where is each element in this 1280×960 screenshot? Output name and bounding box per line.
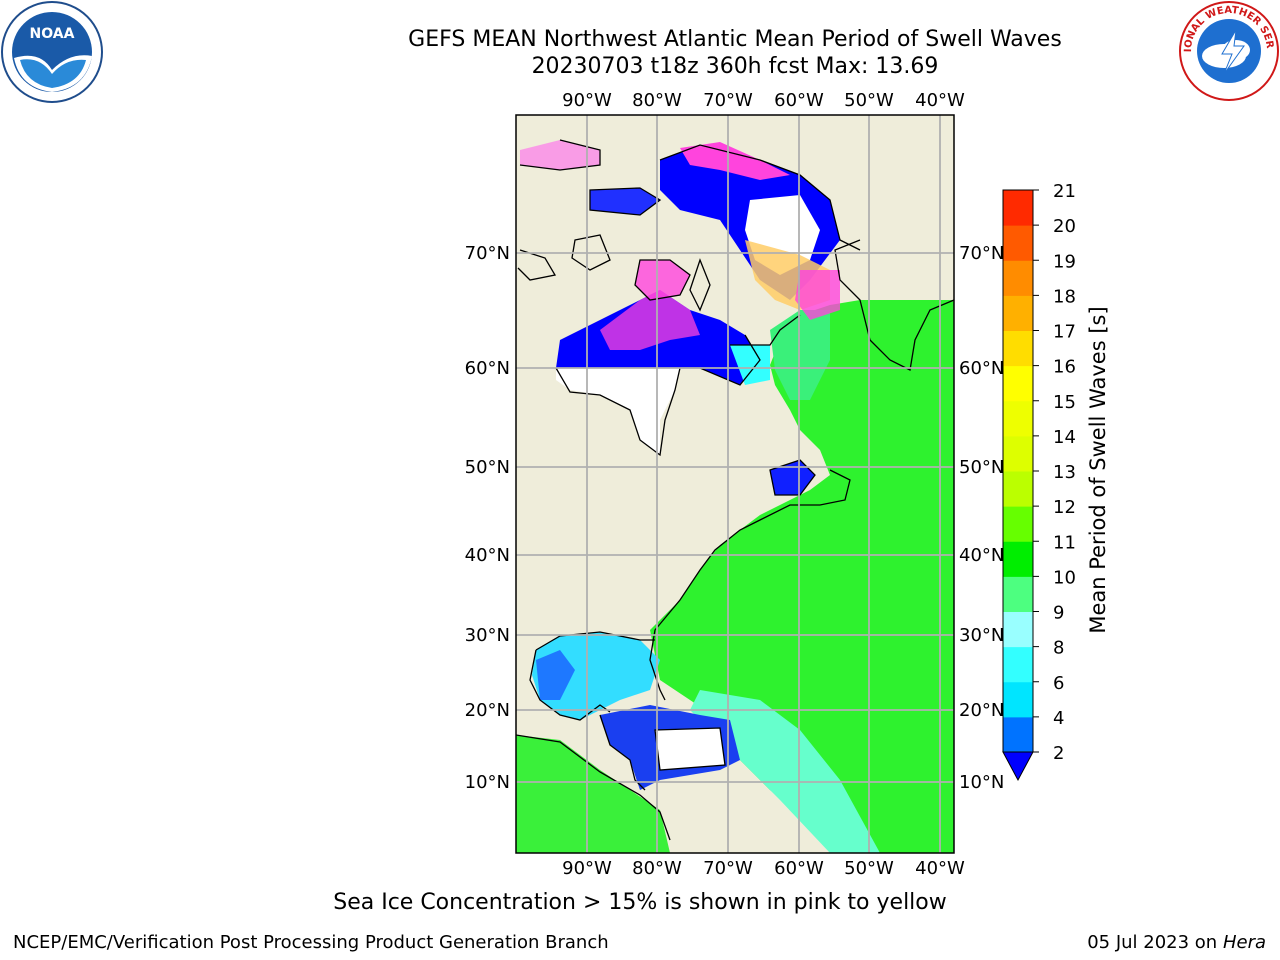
lon-label: 50°W — [844, 858, 894, 879]
svg-text:NOAA: NOAA — [30, 26, 75, 42]
colorbar-title: Mean Period of Swell Waves [s] — [1086, 306, 1110, 634]
colorbar-tick-label: 12 — [1053, 497, 1076, 518]
lat-label: 20°N — [465, 700, 510, 721]
lon-label: 90°W — [562, 90, 612, 111]
lon-label: 40°W — [915, 90, 965, 111]
latitude-labels-left: 70°N 60°N 50°N 40°N 30°N 20°N 10°N — [465, 243, 510, 793]
colorbar-segment — [1003, 541, 1033, 577]
map-subtitle-forecast: 20230703 t18z 360h fcst Max: 13.69 — [531, 54, 939, 79]
colorbar-segment — [1003, 611, 1033, 648]
tropical-swell-band — [690, 690, 880, 853]
hudson-ice-edge — [600, 290, 700, 350]
colorbar-tick-label: 11 — [1053, 532, 1076, 553]
foxe-basin-ice — [635, 260, 690, 300]
lon-label: 90°W — [562, 858, 612, 879]
arctic-channels-ice — [590, 188, 660, 215]
colorbar-segment — [1003, 365, 1033, 402]
lat-label: 30°N — [465, 625, 510, 646]
colorbar-tick-label: 10 — [1053, 567, 1076, 588]
coastlines — [516, 139, 954, 841]
lat-label: 70°N — [959, 243, 1004, 264]
lat-label: 40°N — [465, 545, 510, 566]
colorbar-tick-label: 21 — [1053, 181, 1076, 202]
colorbar-tick-label: 13 — [1053, 462, 1076, 483]
noaa-logo: NOAA — [1, 1, 103, 103]
gulf-coastal-low — [536, 650, 575, 700]
lon-label: 40°W — [915, 858, 965, 879]
colorbar-tick-label: 6 — [1053, 673, 1064, 694]
caribbean-white-patch — [655, 728, 725, 770]
lon-label: 80°W — [632, 90, 682, 111]
baffin-bay-edge-pink — [680, 142, 790, 180]
davis-strait-pink — [795, 270, 840, 320]
colorbar-segment — [1003, 225, 1033, 261]
gulf-of-mexico-field — [532, 632, 660, 720]
lat-label: 20°N — [959, 700, 1004, 721]
lat-label: 40°N — [959, 545, 1004, 566]
st-lawrence-field — [770, 460, 815, 495]
lat-label: 50°N — [959, 457, 1004, 478]
labrador-cyan — [730, 345, 770, 385]
colorbar-segment — [1003, 646, 1033, 683]
lat-label: 60°N — [465, 358, 510, 379]
colorbar-segment — [1003, 576, 1033, 612]
colorbar-tick-label: 20 — [1053, 216, 1076, 237]
arctic-pink-speckle — [520, 140, 600, 170]
colorbar-tick-label: 15 — [1053, 392, 1076, 413]
colorbar-segment — [1003, 681, 1033, 718]
footer-host: Hera — [1222, 932, 1266, 953]
colorbar-segment — [1003, 330, 1033, 367]
colorbar-segment — [1003, 190, 1033, 226]
longitude-labels-bottom: 90°W 80°W 70°W 60°W 50°W 40°W — [562, 858, 965, 879]
colorbar-tick-label: 16 — [1053, 357, 1076, 378]
lon-label: 50°W — [844, 90, 894, 111]
longitude-labels-top: 90°W 80°W 70°W 60°W 50°W 40°W — [562, 90, 965, 111]
lon-label: 60°W — [774, 858, 824, 879]
map-frame — [515, 114, 955, 854]
colorbar-tick-label: 18 — [1053, 286, 1076, 307]
footer-credit: NCEP/EMC/Verification Post Processing Pr… — [13, 932, 609, 953]
eastern-pacific-field — [516, 735, 670, 853]
colorbar-under-arrow — [1002, 751, 1034, 782]
colorbar-tick-label: 9 — [1053, 603, 1064, 624]
colorbar-segment — [1003, 260, 1033, 296]
map-title: GEFS MEAN Northwest Atlantic Mean Period… — [408, 27, 1062, 52]
colorbar-tick-label: 17 — [1053, 322, 1076, 343]
colorbar-segment — [1003, 716, 1033, 753]
lat-label: 60°N — [959, 358, 1004, 379]
colorbar-segment — [1003, 295, 1033, 331]
sea-ice-note: Sea Ice Concentration > 15% is shown in … — [333, 890, 947, 915]
northern-shelf-field — [770, 310, 830, 400]
colorbar-segment — [1003, 400, 1033, 437]
colorbar-tick-label: 19 — [1053, 251, 1076, 272]
lon-label: 70°W — [703, 858, 753, 879]
lon-label: 70°W — [703, 90, 753, 111]
latitude-labels-right: 70°N 60°N 50°N 40°N 30°N 20°N 10°N — [959, 243, 1004, 793]
lon-label: 60°W — [774, 90, 824, 111]
colorbar-tick-label: 4 — [1053, 708, 1064, 729]
lon-label: 80°W — [632, 858, 682, 879]
footer-date-text: 05 Jul 2023 on — [1087, 932, 1223, 953]
graticule — [516, 115, 954, 853]
footer-date: 05 Jul 2023 on Hera — [1087, 932, 1266, 953]
colorbar-tick-label: 14 — [1053, 427, 1076, 448]
lat-label: 10°N — [959, 772, 1004, 793]
lat-label: 70°N — [465, 243, 510, 264]
lat-label: 30°N — [959, 625, 1004, 646]
lat-label: 50°N — [465, 457, 510, 478]
atlantic-ocean-field — [650, 115, 954, 853]
colorbar-segment — [1003, 506, 1033, 542]
colorbar-segment — [1003, 471, 1033, 507]
nws-logo: NATIONAL WEATHER SERVICE — [1178, 0, 1279, 101]
colorbar: 2 4 6 8 9 10 11 12 13 14 15 16 17 18 19 20 21 — [1002, 181, 1076, 782]
colorbar-tick-label: 8 — [1053, 638, 1064, 659]
colorbar-segment — [1003, 435, 1033, 472]
colorbar-tick-label: 2 — [1053, 743, 1064, 764]
map-area — [516, 115, 954, 853]
lat-label: 10°N — [465, 772, 510, 793]
